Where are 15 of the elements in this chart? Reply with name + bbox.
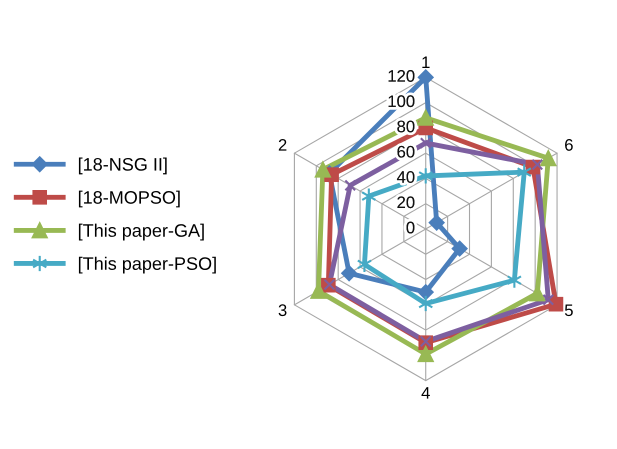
y-tick-label: 0 <box>406 222 414 234</box>
spoke-label: 6 <box>565 139 573 151</box>
legend-label: [This paper-GA] <box>78 224 204 240</box>
legend-label: [18-NSG II] <box>78 157 167 174</box>
spoke-label: 2 <box>278 139 286 151</box>
legend-label: [This paper-PSO] <box>78 256 216 274</box>
y-tick-label: 60 <box>397 146 414 158</box>
y-tick-label: 40 <box>396 171 414 183</box>
spoke-label: 5 <box>564 304 573 316</box>
legend-label: [18-MOPSO] <box>78 190 180 208</box>
spoke-label: 4 <box>421 387 430 399</box>
spoke-label: 3 <box>278 304 286 316</box>
y-tick-label: 20 <box>397 196 414 208</box>
spoke-label: 1 <box>422 56 430 68</box>
y-tick-label: 120 <box>388 70 414 82</box>
